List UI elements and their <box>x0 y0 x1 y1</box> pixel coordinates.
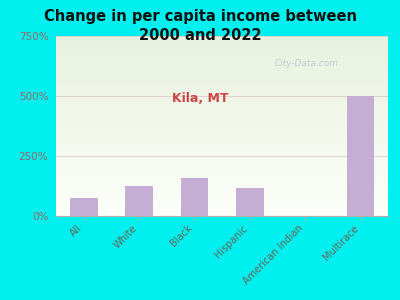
Text: Kila, MT: Kila, MT <box>172 92 228 104</box>
Bar <box>236 188 264 216</box>
Bar <box>125 186 153 216</box>
Text: Change in per capita income between
2000 and 2022: Change in per capita income between 2000… <box>44 9 356 43</box>
Bar <box>346 96 374 216</box>
Bar <box>70 198 98 216</box>
Text: City-Data.com: City-Data.com <box>275 58 339 68</box>
Bar <box>180 178 208 216</box>
